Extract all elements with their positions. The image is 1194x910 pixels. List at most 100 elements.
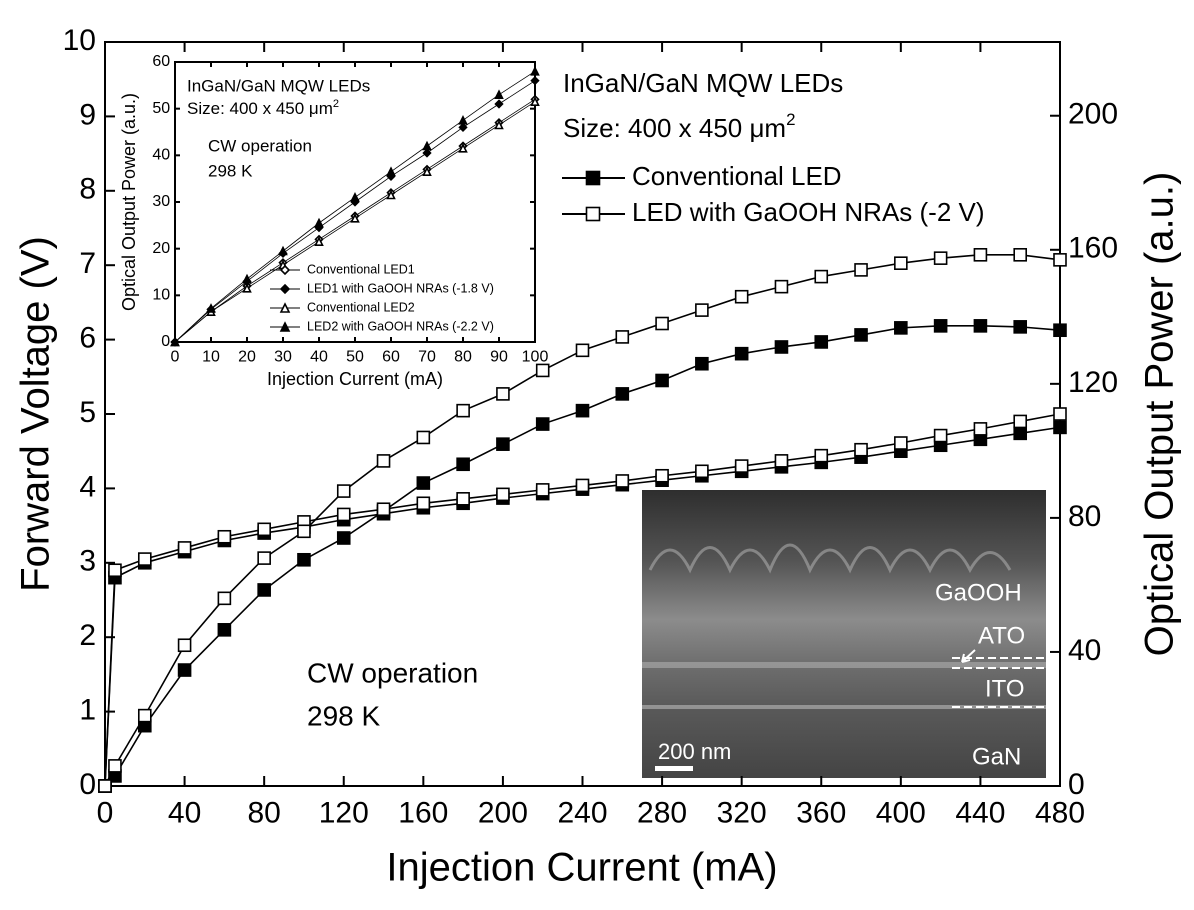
marker	[695, 464, 709, 479]
annotation: CW operation	[307, 657, 478, 688]
x-tick-label: 440	[955, 796, 1005, 829]
x-tick-label: 360	[796, 796, 846, 829]
y-tick-label: 60	[152, 53, 170, 70]
x-tick-label: 40	[168, 796, 201, 829]
annotation: InGaN/GaN MQW LEDs	[563, 68, 843, 98]
marker	[615, 474, 630, 488]
legend-label: LED with GaOOH NRAs (-2 V)	[632, 197, 985, 227]
legend-marker	[279, 321, 291, 332]
sem-label: GaN	[972, 743, 1021, 770]
marker	[376, 502, 391, 517]
marker	[854, 442, 868, 457]
marker	[108, 563, 122, 578]
y2-axis-label: Optical Output Power (a.u.)	[1138, 172, 1182, 657]
y-tick-label: 2	[79, 619, 96, 652]
marker	[1053, 253, 1067, 267]
annotation: 298 K	[208, 161, 253, 180]
marker	[257, 551, 271, 565]
marker	[933, 428, 948, 443]
x-tick-label: 160	[398, 796, 448, 829]
marker	[894, 321, 908, 335]
marker	[1013, 248, 1028, 262]
x-tick-label: 40	[310, 348, 328, 365]
y-axis-label: Forward Voltage (V)	[14, 236, 58, 592]
legend-marker	[279, 264, 291, 276]
marker	[297, 524, 311, 539]
marker	[108, 759, 122, 773]
marker	[615, 387, 630, 401]
marker	[278, 245, 288, 256]
legend-label: Conventional LED2	[307, 300, 415, 314]
marker	[458, 115, 468, 125]
marker	[933, 251, 948, 265]
marker	[973, 319, 988, 333]
y-tick-label: 8	[79, 173, 96, 206]
x-tick-label: 80	[454, 348, 472, 365]
marker	[496, 487, 510, 502]
legend-marker	[585, 170, 601, 186]
marker	[177, 541, 192, 555]
marker	[1013, 426, 1028, 441]
marker	[98, 779, 112, 793]
marker	[655, 468, 669, 483]
y-tick-label: 3	[79, 545, 96, 578]
y-tick-label: 0	[161, 333, 170, 350]
marker	[217, 591, 232, 606]
x-tick-label: 320	[717, 796, 767, 829]
y2-tick-label: 0	[1068, 768, 1085, 801]
marker	[456, 457, 470, 472]
marker	[1053, 407, 1067, 421]
y-tick-label: 50	[152, 100, 170, 117]
marker	[973, 422, 988, 436]
marker	[257, 583, 271, 597]
marker	[350, 213, 360, 223]
marker	[854, 263, 868, 277]
x-axis-label: Injection Current (mA)	[386, 846, 777, 890]
sem-label: GaOOH	[935, 579, 1022, 606]
annotation: InGaN/GaN MQW LEDs	[187, 76, 370, 95]
x-tick-label: 90	[490, 348, 508, 365]
x-tick-label: 100	[522, 348, 549, 365]
marker	[973, 248, 988, 262]
marker	[422, 166, 432, 176]
sem-label: ITO	[985, 675, 1025, 702]
y-tick-label: 30	[152, 193, 170, 210]
y-tick-label: 10	[63, 24, 96, 57]
marker	[242, 283, 252, 293]
y-tick-label: 1	[79, 694, 96, 727]
marker	[535, 363, 550, 378]
y-tick-label: 20	[152, 240, 170, 257]
marker	[314, 236, 324, 246]
marker	[458, 143, 468, 153]
x-tick-label: 480	[1035, 796, 1085, 829]
superscript: 2	[333, 98, 339, 110]
annotation: Size: 400 x 450 μm2	[187, 98, 339, 119]
marker	[137, 708, 152, 723]
marker	[1013, 414, 1028, 429]
sem-image	[642, 490, 1046, 778]
marker	[494, 89, 504, 99]
marker	[137, 552, 152, 566]
y-tick-label: 9	[79, 98, 96, 131]
x-tick-label: 10	[202, 348, 220, 365]
x-tick-label: 280	[637, 796, 687, 829]
marker	[615, 330, 630, 344]
y2-tick-label: 120	[1068, 366, 1118, 399]
scale-bar-label: 200 nm	[658, 739, 731, 764]
x-tick-label: 120	[319, 796, 369, 829]
marker	[774, 454, 789, 468]
marker	[386, 189, 396, 200]
marker	[894, 256, 908, 270]
x-tick-label: 0	[171, 348, 180, 365]
x-tick-label: 20	[238, 348, 256, 365]
marker	[257, 522, 271, 537]
y2-tick-label: 80	[1068, 500, 1101, 533]
marker	[814, 335, 829, 349]
sem-label: ATO	[978, 622, 1025, 649]
marker	[177, 663, 192, 677]
marker	[530, 66, 540, 76]
marker	[422, 140, 432, 151]
marker	[297, 552, 311, 567]
marker	[774, 340, 789, 354]
